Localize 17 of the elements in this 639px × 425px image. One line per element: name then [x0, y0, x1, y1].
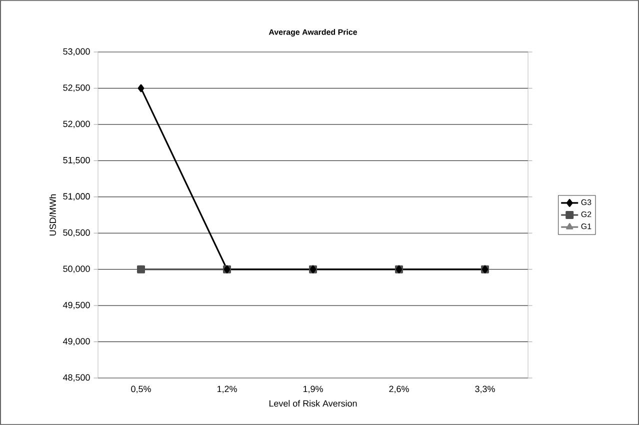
y-tick-label: 50,000: [63, 266, 90, 274]
y-tick-label: 51,000: [63, 193, 90, 201]
x-axis-title: Level of Risk Aversion: [269, 400, 357, 407]
y-axis-title: USD/MWh: [49, 194, 56, 236]
x-tick-label: 3,3%: [475, 386, 495, 394]
x-tick-label: 0,5%: [131, 386, 151, 394]
y-tick-label: 50,500: [63, 229, 90, 237]
y-tick-label: 53,000: [63, 48, 90, 56]
x-tick-label: 2,6%: [389, 386, 409, 394]
x-tick-label: 1,9%: [303, 386, 323, 394]
y-tick-label: 49,500: [63, 302, 90, 310]
y-tick-label: 48,500: [63, 374, 90, 382]
y-tick-label: 52,000: [63, 120, 90, 128]
y-tick-label: 49,000: [63, 338, 90, 346]
x-tick-label: 1,2%: [217, 386, 237, 394]
y-tick-label: 52,500: [63, 84, 90, 92]
y-tick-label: 51,500: [63, 156, 90, 164]
